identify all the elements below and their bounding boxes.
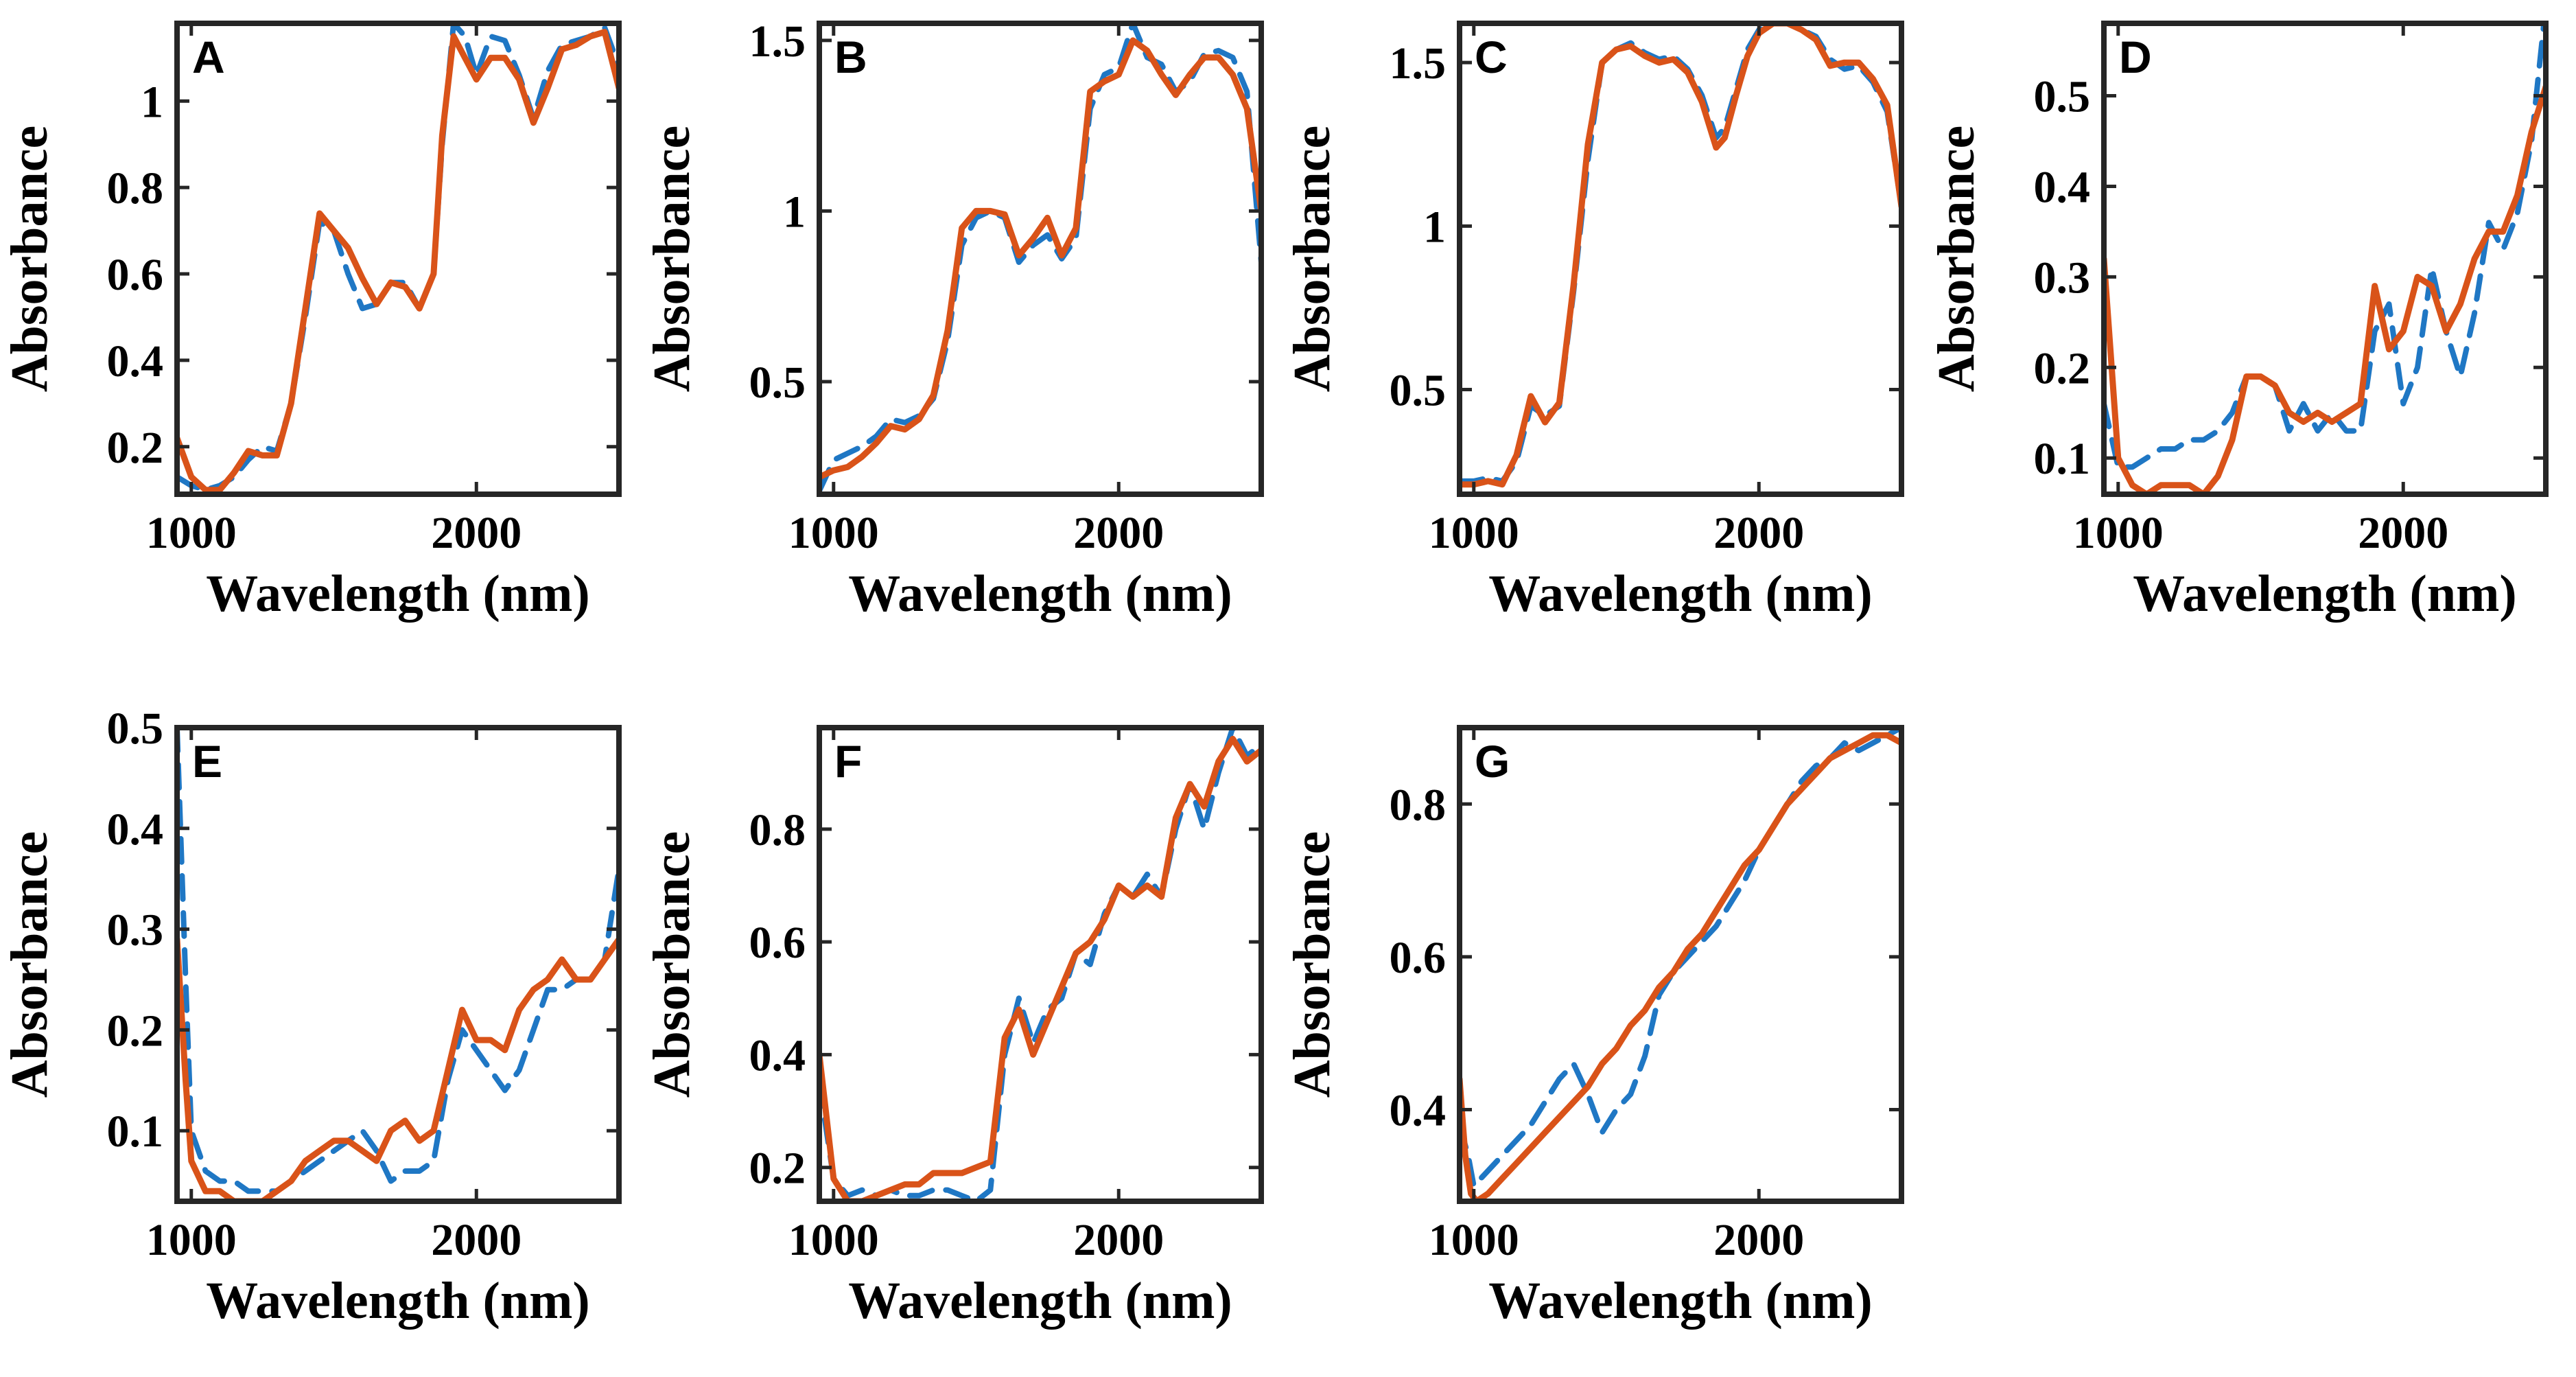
y-tick-label-b: 0.5 bbox=[749, 358, 806, 408]
series-solid-line-b bbox=[819, 37, 1261, 481]
y-tick-label-d: 0.4 bbox=[2034, 162, 2091, 212]
panel-label-f: F bbox=[834, 736, 862, 787]
y-tick-label-e: 0.5 bbox=[107, 704, 164, 754]
y-tick-label-c: 1.5 bbox=[1390, 38, 1447, 89]
series-solid-line-c bbox=[1460, 23, 1901, 488]
panel-c: 1000 2000 0.5 1 1.5 Wavelength (nm) Absorbance… bbox=[1283, 21, 1904, 623]
panel-label-b: B bbox=[834, 32, 867, 82]
y-axis-label-g: Absorbance bbox=[1283, 831, 1341, 1098]
series-solid-line-g bbox=[1460, 732, 1901, 1201]
x-tick-label-d: 1000 bbox=[2073, 508, 2164, 558]
series-dashed-line-f bbox=[819, 728, 1261, 1201]
y-tick-label-f: 0.4 bbox=[749, 1030, 806, 1080]
y-tick-label-d: 0.3 bbox=[2034, 253, 2091, 303]
y-tick-label-f: 0.6 bbox=[749, 918, 806, 968]
series-dashed-line-g bbox=[1460, 728, 1901, 1189]
x-tick-label-a: 1000 bbox=[146, 508, 237, 558]
series-dashed-line-e bbox=[177, 728, 619, 1194]
x-tick-label-d: 2000 bbox=[2358, 508, 2448, 558]
panel-a: 1000 2000 0.2 0.4 0.6 0.8 1 Wavelength (nm) Abso… bbox=[1, 21, 622, 623]
y-tick-label-a: 0.8 bbox=[107, 163, 164, 213]
y-tick-label-e: 0.1 bbox=[107, 1107, 164, 1157]
y-tick-label-g: 0.4 bbox=[1390, 1085, 1447, 1135]
axes-frame-d bbox=[2101, 21, 2549, 497]
y-axis-label-c: Absorbance bbox=[1283, 126, 1341, 392]
y-tick-label-a: 0.2 bbox=[107, 423, 164, 473]
panel-label-d: D bbox=[2119, 32, 2152, 82]
x-tick-label-b: 1000 bbox=[788, 508, 879, 558]
x-tick-label-c: 2000 bbox=[1713, 508, 1804, 558]
x-axis-label-c: Wavelength (nm) bbox=[1488, 565, 1872, 623]
panel-f: 1000 2000 0.2 0.4 0.6 0.8 Wavelength (nm) Absor… bbox=[643, 725, 1264, 1330]
y-tick-label-d: 0.5 bbox=[2034, 72, 2091, 122]
y-tick-label-c: 1 bbox=[1423, 202, 1446, 252]
series-dashed-line-d bbox=[2104, 23, 2546, 470]
y-tick-label-d: 0.1 bbox=[2034, 434, 2091, 484]
axes-frame-b bbox=[817, 21, 1264, 497]
panel-e: 1000 2000 0.1 0.2 0.3 0.4 0.5 Wavelength (nm) Ab… bbox=[1, 704, 622, 1330]
x-tick-label-a: 2000 bbox=[431, 508, 522, 558]
x-axis-label-f: Wavelength (nm) bbox=[848, 1272, 1232, 1330]
panel-label-g: G bbox=[1475, 736, 1510, 787]
panel-d: 1000 2000 0.1 0.2 0.3 0.4 0.5 Wavelength (nm) Ab… bbox=[1928, 21, 2549, 623]
panel-b: 1000 2000 0.5 1 1.5 Wavelength (nm) Absorbance… bbox=[643, 16, 1264, 623]
y-tick-label-e: 0.3 bbox=[107, 905, 164, 956]
x-tick-label-f: 1000 bbox=[788, 1215, 879, 1265]
x-axis-label-a: Wavelength (nm) bbox=[206, 565, 589, 623]
axes-frame-a bbox=[174, 21, 622, 497]
series-dashed-line-a bbox=[177, 23, 619, 493]
x-tick-label-g: 1000 bbox=[1429, 1215, 1519, 1265]
y-tick-label-e: 0.2 bbox=[107, 1006, 164, 1056]
panel-label-c: C bbox=[1475, 32, 1508, 82]
x-tick-label-f: 2000 bbox=[1073, 1215, 1164, 1265]
series-dashed-line-b bbox=[819, 23, 1261, 494]
y-tick-label-g: 0.8 bbox=[1390, 780, 1447, 830]
y-tick-label-a: 1 bbox=[141, 77, 163, 127]
y-axis-label-a: Absorbance bbox=[1, 126, 58, 392]
x-axis-label-b: Wavelength (nm) bbox=[848, 565, 1232, 623]
x-tick-label-b: 2000 bbox=[1073, 508, 1164, 558]
y-tick-label-b: 1.5 bbox=[749, 16, 806, 67]
panel-label-e: E bbox=[192, 736, 222, 787]
y-axis-label-b: Absorbance bbox=[643, 126, 701, 392]
y-axis-label-f: Absorbance bbox=[643, 831, 701, 1098]
y-axis-label-e: Absorbance bbox=[1, 831, 58, 1098]
axes-frame-e bbox=[174, 725, 622, 1204]
x-axis-label-g: Wavelength (nm) bbox=[1488, 1272, 1872, 1330]
y-tick-label-f: 0.8 bbox=[749, 805, 806, 855]
x-tick-label-c: 1000 bbox=[1429, 508, 1519, 558]
x-tick-label-e: 2000 bbox=[431, 1215, 522, 1265]
x-tick-label-e: 1000 bbox=[146, 1215, 237, 1265]
y-tick-label-g: 0.6 bbox=[1390, 933, 1447, 983]
series-solid-line-d bbox=[2104, 83, 2546, 494]
y-tick-label-f: 0.2 bbox=[749, 1144, 806, 1194]
y-tick-label-d: 0.2 bbox=[2034, 343, 2091, 393]
y-tick-label-b: 1 bbox=[783, 187, 806, 237]
series-solid-line-f bbox=[819, 735, 1261, 1201]
y-tick-label-a: 0.6 bbox=[107, 250, 164, 300]
axes-frame-g bbox=[1457, 725, 1904, 1204]
y-tick-label-a: 0.4 bbox=[107, 336, 164, 386]
series-solid-line-e bbox=[177, 936, 619, 1201]
axes-frame-f bbox=[817, 725, 1264, 1204]
panel-label-a: A bbox=[192, 32, 225, 82]
y-axis-label-d: Absorbance bbox=[1928, 126, 1985, 392]
x-axis-label-e: Wavelength (nm) bbox=[206, 1272, 589, 1330]
panel-g: 1000 2000 0.4 0.6 0.8 Wavelength (nm) Absorban… bbox=[1283, 725, 1904, 1330]
y-tick-label-e: 0.4 bbox=[107, 805, 164, 855]
x-axis-label-d: Wavelength (nm) bbox=[2133, 565, 2516, 623]
x-tick-label-g: 2000 bbox=[1713, 1215, 1804, 1265]
y-tick-label-c: 0.5 bbox=[1390, 366, 1447, 416]
series-solid-line-a bbox=[177, 29, 619, 494]
axes-frame-c bbox=[1457, 21, 1904, 497]
